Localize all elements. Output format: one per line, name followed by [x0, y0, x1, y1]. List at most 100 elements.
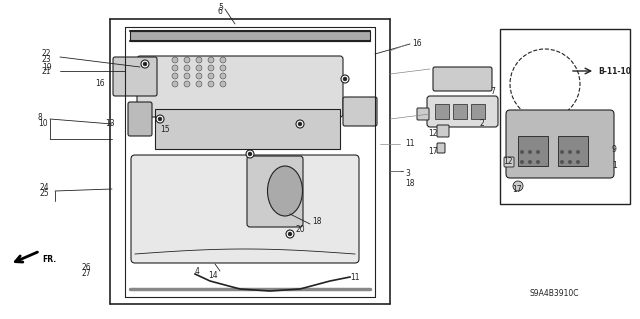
Text: 27: 27 [82, 269, 92, 278]
Text: 18: 18 [405, 180, 415, 189]
Circle shape [536, 150, 540, 154]
Circle shape [510, 49, 580, 119]
Text: 12: 12 [428, 130, 438, 138]
Text: 19: 19 [42, 63, 52, 71]
FancyBboxPatch shape [506, 110, 614, 178]
Bar [471, 104, 485, 119]
Circle shape [184, 73, 190, 79]
Circle shape [196, 57, 202, 63]
Circle shape [560, 160, 564, 164]
Bar [453, 104, 467, 119]
Text: S9A4B3910C: S9A4B3910C [530, 290, 579, 299]
Text: B-11-10: B-11-10 [598, 66, 631, 76]
Text: 12: 12 [503, 158, 513, 167]
Circle shape [172, 57, 178, 63]
FancyBboxPatch shape [343, 97, 377, 126]
Text: 21: 21 [42, 68, 51, 77]
Text: 16: 16 [95, 79, 104, 88]
FancyBboxPatch shape [437, 125, 449, 137]
Text: 5: 5 [218, 3, 223, 11]
Circle shape [576, 150, 580, 154]
Text: FR.: FR. [42, 255, 56, 263]
Circle shape [196, 73, 202, 79]
Circle shape [184, 57, 190, 63]
Bar [500, 29, 630, 204]
FancyBboxPatch shape [504, 157, 514, 167]
Circle shape [528, 160, 532, 164]
Circle shape [296, 120, 304, 128]
Circle shape [208, 57, 214, 63]
Circle shape [528, 150, 532, 154]
Circle shape [172, 65, 178, 71]
Circle shape [220, 57, 226, 63]
Text: 1: 1 [612, 161, 617, 170]
Text: 9: 9 [612, 145, 617, 153]
FancyBboxPatch shape [247, 156, 303, 227]
FancyBboxPatch shape [131, 155, 359, 263]
Circle shape [172, 81, 178, 87]
Text: 3: 3 [405, 169, 410, 179]
Circle shape [288, 232, 292, 236]
Text: 15: 15 [160, 124, 170, 133]
Text: 22: 22 [42, 49, 51, 58]
FancyBboxPatch shape [433, 67, 492, 91]
Text: 23: 23 [42, 55, 52, 63]
Circle shape [248, 152, 252, 156]
Circle shape [208, 73, 214, 79]
Text: 7: 7 [490, 86, 495, 95]
Circle shape [196, 65, 202, 71]
Circle shape [196, 81, 202, 87]
Circle shape [172, 73, 178, 79]
Circle shape [143, 62, 147, 66]
Text: 20: 20 [295, 225, 305, 234]
Circle shape [220, 73, 226, 79]
Circle shape [298, 122, 302, 126]
Circle shape [184, 65, 190, 71]
Text: 25: 25 [40, 189, 50, 197]
Text: 24: 24 [40, 182, 50, 191]
Text: 11: 11 [350, 272, 360, 281]
Circle shape [208, 65, 214, 71]
Circle shape [246, 150, 254, 158]
Text: 17: 17 [428, 146, 438, 155]
Circle shape [513, 181, 523, 191]
Circle shape [158, 117, 162, 121]
Circle shape [520, 150, 524, 154]
Circle shape [220, 81, 226, 87]
Circle shape [343, 77, 347, 81]
Circle shape [184, 81, 190, 87]
Circle shape [536, 160, 540, 164]
Text: 2: 2 [480, 120, 484, 129]
FancyBboxPatch shape [113, 57, 157, 96]
Bar [435, 104, 449, 119]
Circle shape [568, 160, 572, 164]
Bar [130, 31, 370, 41]
Text: 6: 6 [218, 8, 223, 17]
Circle shape [286, 230, 294, 238]
Circle shape [156, 115, 164, 123]
Text: 18: 18 [312, 217, 321, 226]
Circle shape [220, 65, 226, 71]
Circle shape [520, 160, 524, 164]
Polygon shape [155, 109, 340, 149]
Circle shape [576, 160, 580, 164]
Bar [518, 136, 548, 166]
Text: 13: 13 [105, 120, 115, 129]
FancyBboxPatch shape [417, 108, 429, 120]
Circle shape [568, 150, 572, 154]
Text: 11: 11 [405, 139, 415, 149]
FancyBboxPatch shape [437, 143, 445, 153]
Text: 8: 8 [38, 113, 43, 122]
FancyBboxPatch shape [427, 96, 498, 127]
Circle shape [208, 81, 214, 87]
Ellipse shape [268, 166, 303, 216]
FancyBboxPatch shape [128, 102, 152, 136]
Circle shape [560, 150, 564, 154]
Text: 16: 16 [412, 40, 422, 48]
Text: 26: 26 [82, 263, 92, 271]
Bar [558, 136, 588, 166]
Circle shape [341, 75, 349, 83]
FancyBboxPatch shape [137, 56, 343, 117]
Text: 14: 14 [208, 271, 218, 279]
Circle shape [141, 60, 149, 68]
